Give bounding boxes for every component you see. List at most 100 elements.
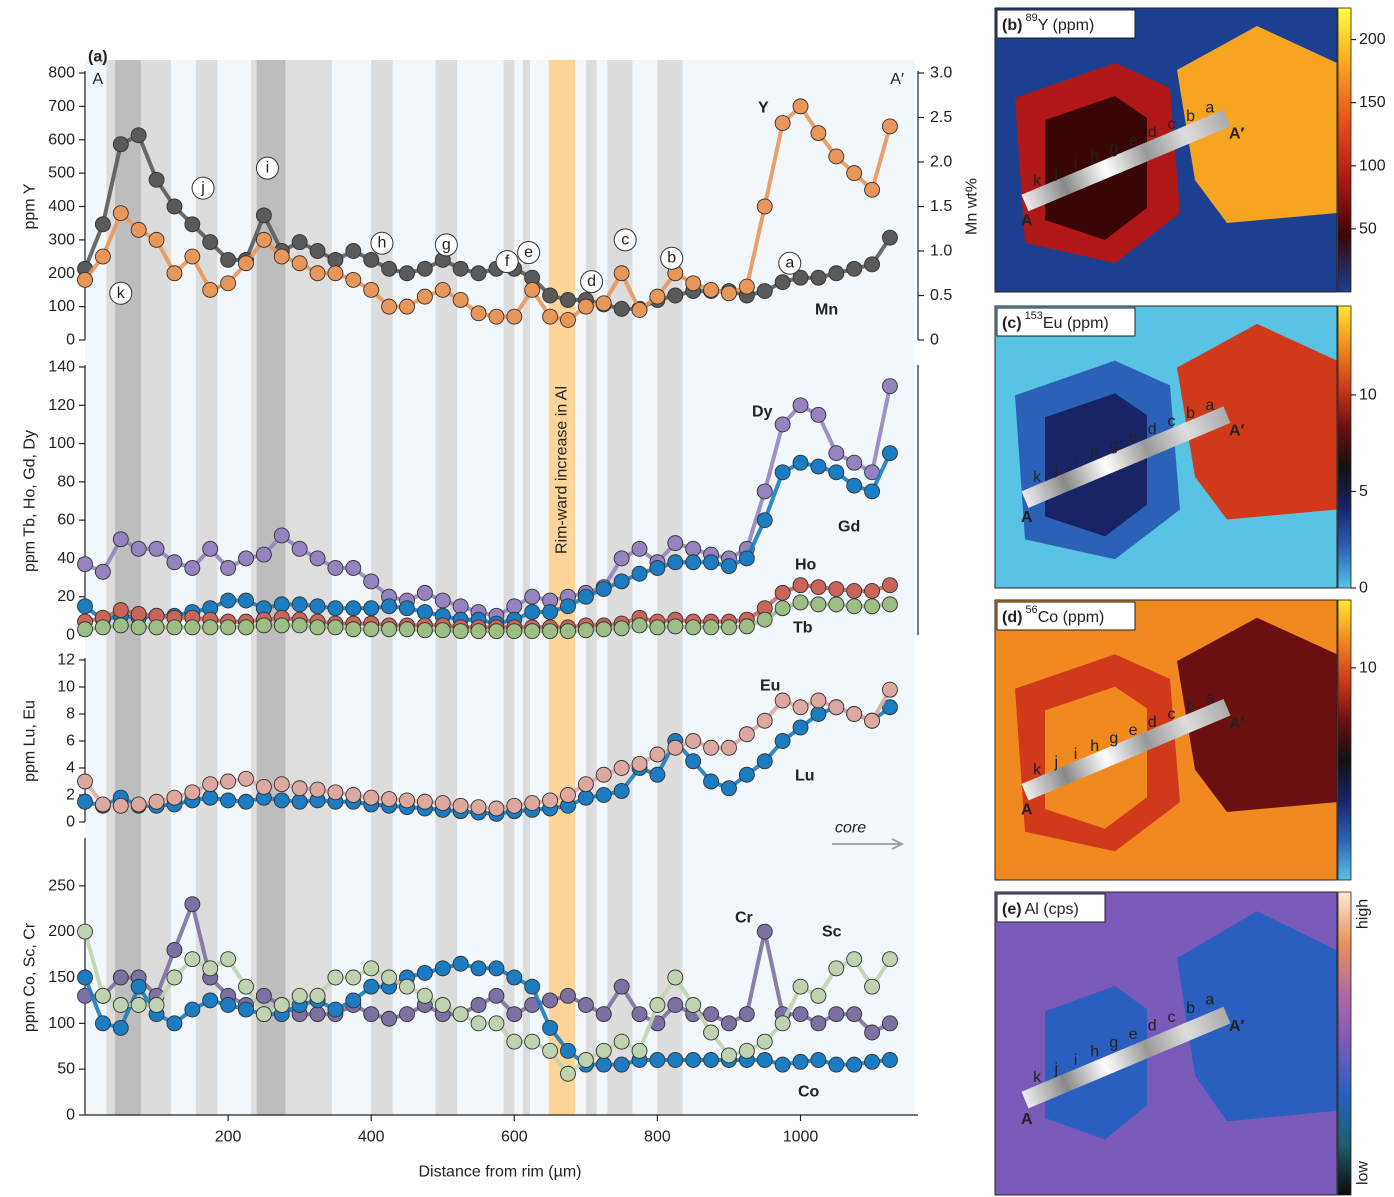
marker [489,624,504,639]
y-tick-label: 250 [48,877,75,894]
y-tick-label: 0 [66,332,75,349]
marker [882,1053,897,1068]
marker [417,585,432,600]
marker [829,149,844,164]
series-label: Tb [793,620,813,637]
marker [274,249,289,264]
marker [704,774,719,789]
marker [507,1007,522,1022]
marker [650,561,665,576]
marker [882,379,897,394]
marker [221,952,236,967]
marker [560,624,575,639]
series-label: Cr [735,910,753,927]
colorbar-tick-label: 0 [1359,580,1368,597]
marker [221,774,236,789]
marker [203,235,218,250]
marker [865,484,880,499]
marker [525,979,540,994]
y-tick-label: 80 [57,473,75,490]
y-tick-label: 100 [48,298,75,315]
marker [399,266,414,281]
marker [865,979,880,994]
marker [489,988,504,1003]
track-letter: h [1090,148,1099,165]
marker [757,924,772,939]
y-tick-label: 200 [48,923,75,940]
marker [292,256,307,271]
map-image: kjihgedcbaAA′ [995,600,1337,880]
marker [221,998,236,1013]
marker [113,603,128,618]
marker [185,1002,200,1017]
marker [721,740,736,755]
marker [811,459,826,474]
track-letter: h [1090,445,1099,462]
marker [364,252,379,267]
marker [811,126,826,141]
marker [632,302,647,317]
marker [399,299,414,314]
track-letter: a [1205,100,1214,117]
marker [417,965,432,980]
track-end: A′ [1229,423,1245,440]
y-axis-label: ppm Co, Sc, Cr [22,922,39,1032]
y-axis-label: ppm Tb, Ho, Gd, Dy [22,430,39,572]
marker [865,713,880,728]
y-tick-label: 4 [66,760,75,777]
track-end: A [1021,213,1033,230]
marker [578,790,593,805]
marker [829,597,844,612]
y-axis-label: ppm Lu, Eu [22,700,39,782]
marker [399,622,414,637]
marker [507,309,522,324]
marker [346,993,361,1008]
marker [632,1007,647,1022]
marker [847,1007,862,1022]
marker [453,599,468,614]
y-tick-label: 300 [48,231,75,248]
track-letter: c [1167,413,1175,430]
track-letter: c [1167,1009,1175,1026]
marker [274,998,289,1013]
marker [292,597,307,612]
marker [417,605,432,620]
track-letter: a [1205,397,1214,414]
marker [847,599,862,614]
marker [686,541,701,556]
marker [113,998,128,1013]
marker [578,589,593,604]
marker [704,620,719,635]
marker [489,1016,504,1031]
marker [78,557,93,572]
marker [775,601,790,616]
marker [346,244,361,259]
marker [793,398,808,413]
marker [471,266,486,281]
marker [704,555,719,570]
marker [650,289,665,304]
shaded-zone [523,60,530,1115]
marker [882,119,897,134]
marker [829,266,844,281]
y2-tick-label: 1.5 [930,198,952,215]
marker [167,266,182,281]
marker [811,597,826,612]
track-letter: i [1074,453,1078,470]
y-tick-label: 0 [66,1107,75,1124]
marker [650,998,665,1013]
track-letter: a [1205,992,1214,1009]
marker [847,1057,862,1072]
map-image: kjihgedcbaAA′ [995,892,1337,1195]
marker [865,583,880,598]
marker [829,582,844,597]
marker [686,620,701,635]
marker [614,1057,629,1072]
marker [811,580,826,595]
x-tick-label: 600 [501,1129,528,1146]
marker [238,256,253,271]
x-tick-label: 800 [644,1129,671,1146]
marker [578,777,593,792]
marker [775,465,790,480]
map-image: kjihgedcbaAA′ [995,306,1337,588]
